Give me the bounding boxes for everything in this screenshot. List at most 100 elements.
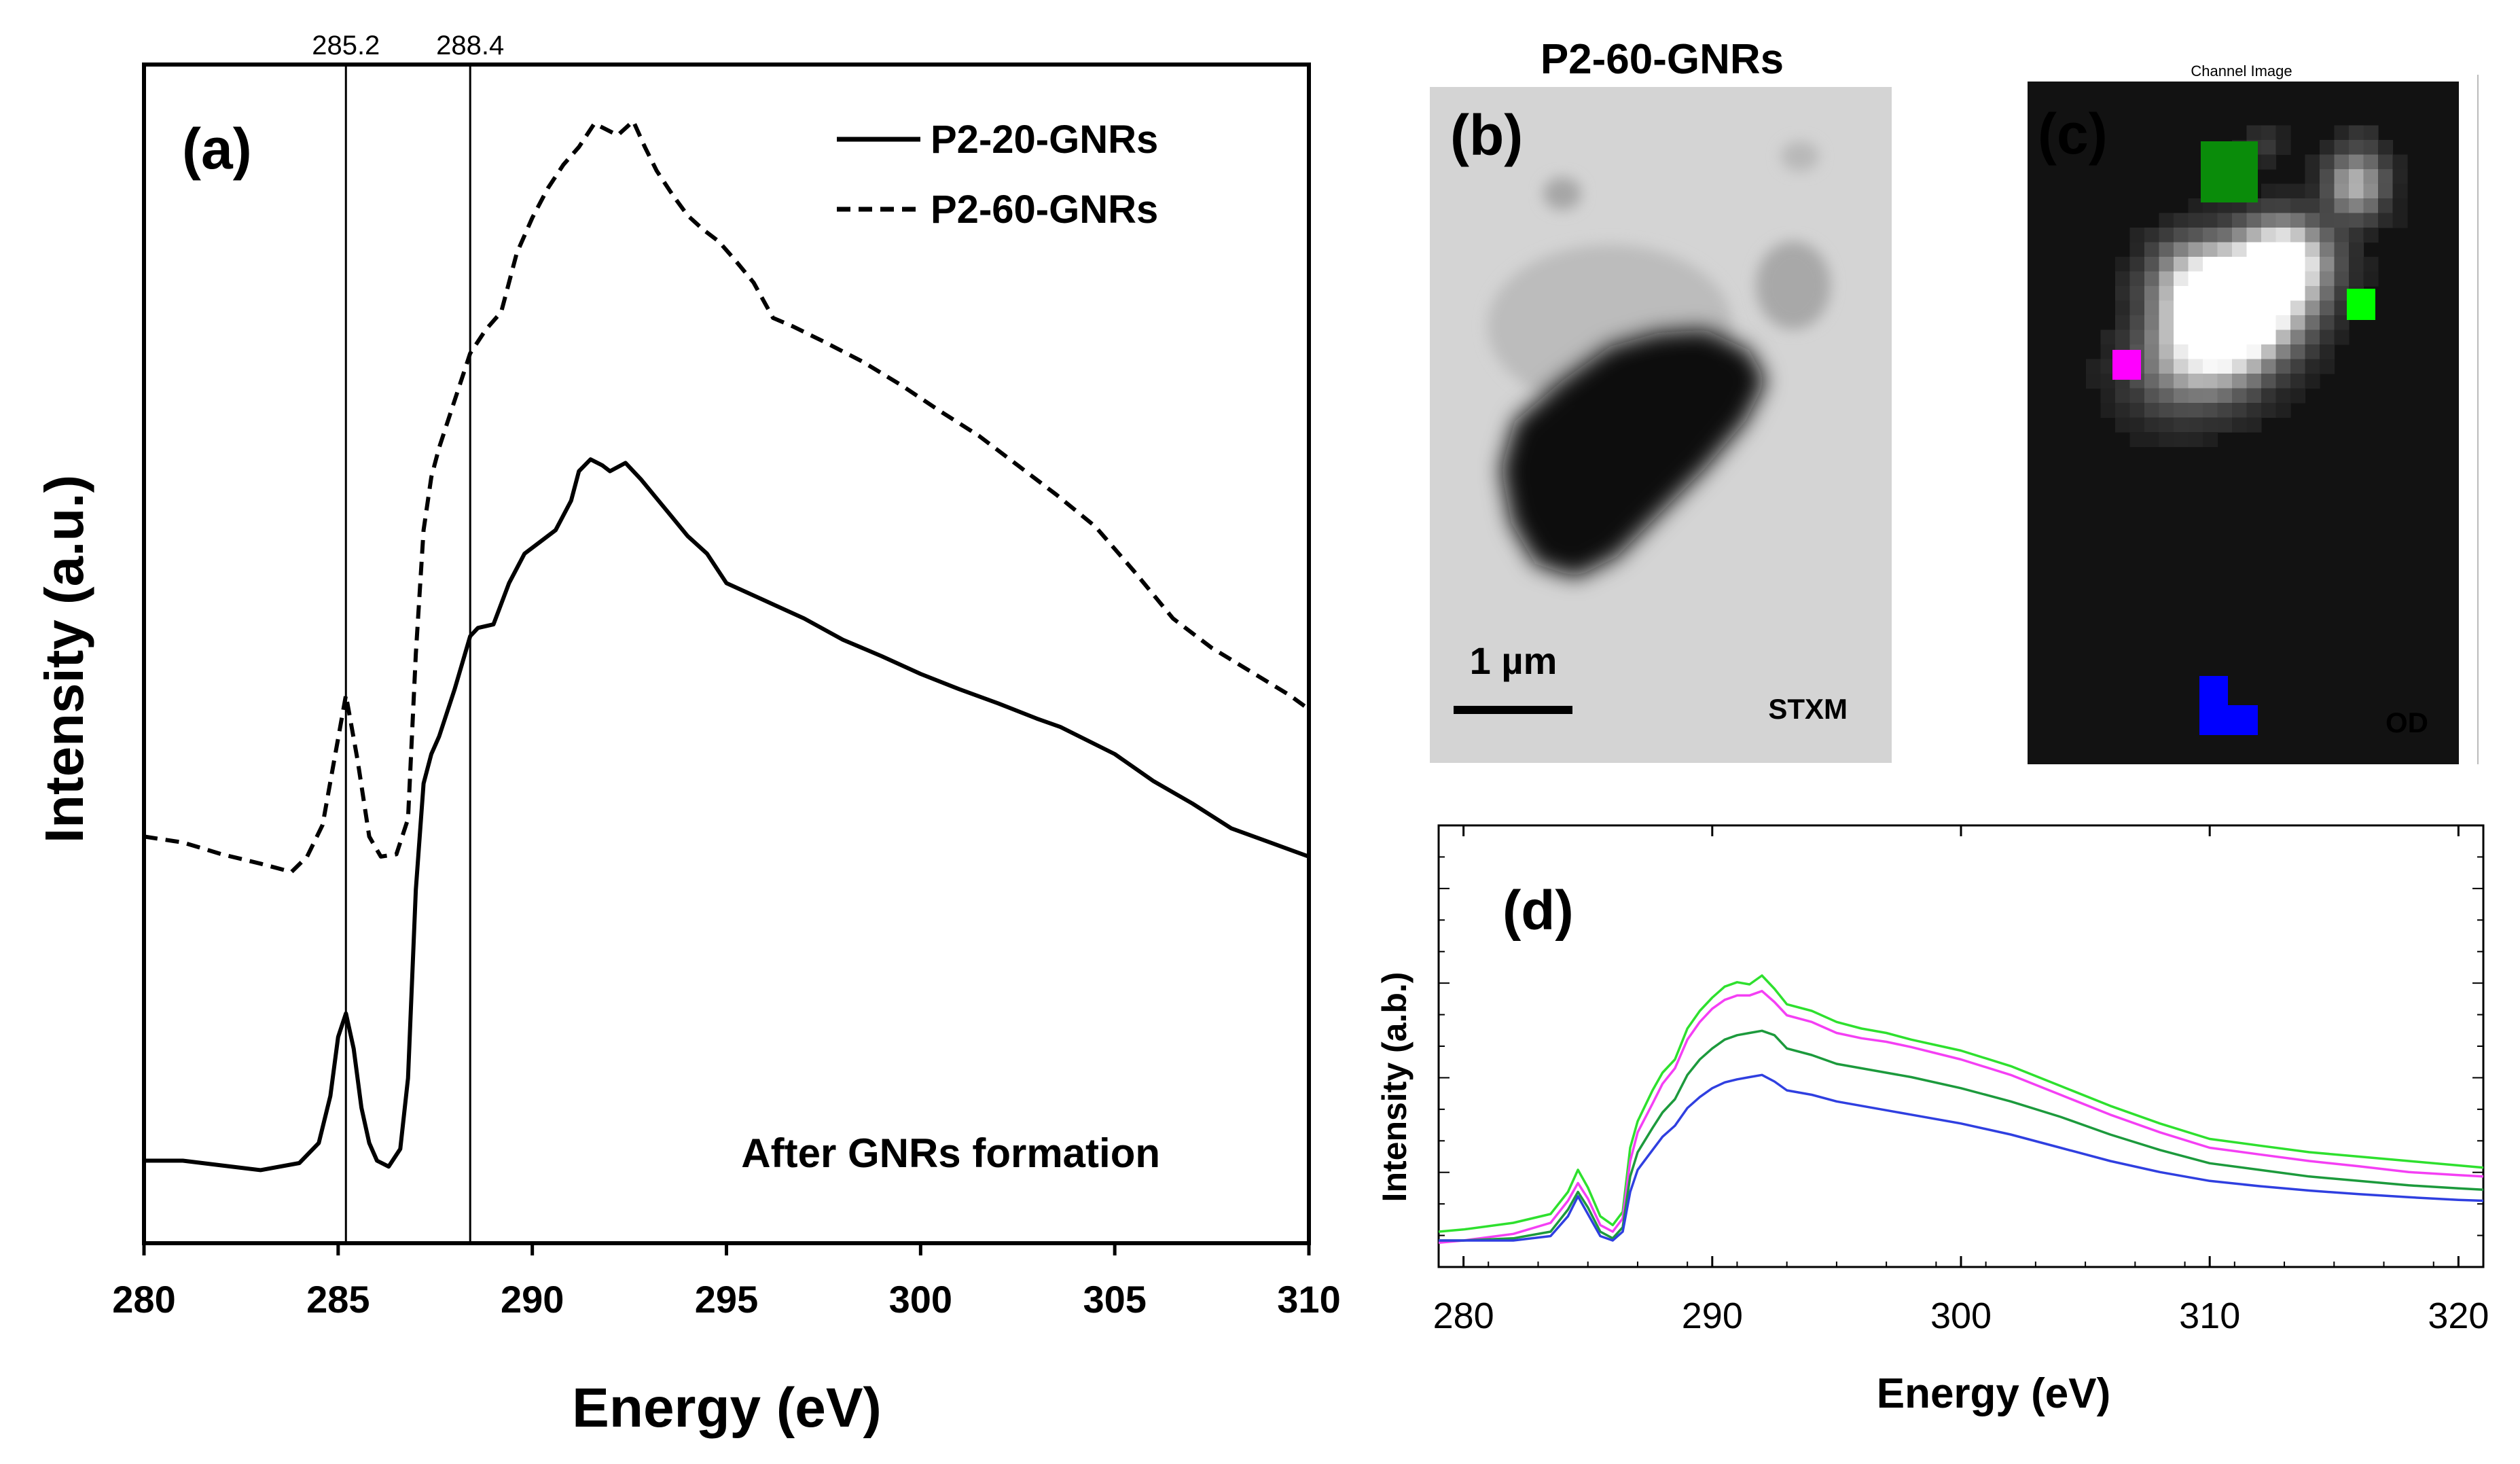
od-pixel — [2290, 344, 2306, 360]
od-pixel — [2217, 242, 2233, 257]
od-pixel — [2217, 374, 2233, 389]
od-pixel — [2129, 300, 2145, 316]
od-pixel — [2305, 257, 2320, 272]
od-pixel — [2129, 315, 2145, 331]
od-pixel — [2290, 183, 2306, 199]
od-pixel — [2275, 140, 2291, 156]
od-pixel — [2159, 286, 2174, 302]
od-pixel — [2261, 198, 2277, 214]
stxm-particle-top — [1543, 177, 1581, 210]
od-pixel — [2129, 257, 2145, 272]
panel-d-x-tick-label-290: 290 — [1682, 1296, 1743, 1336]
roi-blue-marker — [2199, 676, 2258, 735]
panel-a-x-tick-label-295: 295 — [695, 1278, 758, 1321]
od-pixel — [2334, 257, 2350, 272]
od-pixel — [2115, 271, 2131, 287]
od-pixel — [2290, 198, 2306, 214]
od-pixel — [2392, 183, 2408, 199]
od-pixel — [2392, 154, 2408, 170]
legend: P2-20-GNRs P2-60-GNRs — [837, 118, 1158, 232]
od-pixel — [2290, 315, 2306, 331]
od-pixel — [2320, 242, 2335, 257]
panel-d-x-tick-label-280: 280 — [1433, 1296, 1494, 1336]
od-pixel — [2275, 257, 2291, 272]
od-pixel — [2275, 242, 2291, 257]
od-pixel — [2159, 300, 2174, 316]
od-pixel — [2188, 403, 2203, 418]
od-pixel — [2320, 257, 2335, 272]
od-pixel — [2392, 169, 2408, 185]
od-pixel — [2188, 271, 2203, 287]
od-pixel — [2232, 329, 2248, 345]
od-pixel — [2217, 388, 2233, 404]
od-pixel — [2320, 286, 2335, 302]
od-pixel — [2129, 432, 2145, 448]
od-pixel — [2246, 388, 2262, 404]
od-pixel — [2290, 359, 2306, 374]
od-pixel — [2305, 329, 2320, 345]
od-pixel — [2217, 257, 2233, 272]
od-pixel — [2334, 271, 2350, 287]
od-pixel — [2115, 417, 2131, 433]
od-pixel — [2159, 388, 2174, 404]
od-pixel — [2275, 329, 2291, 345]
od-pixel — [2203, 271, 2218, 287]
od-pixel — [2275, 271, 2291, 287]
od-pixel — [2246, 329, 2262, 345]
od-pixel — [2159, 213, 2174, 228]
od-pixel — [2203, 403, 2218, 418]
od-pixel — [2144, 257, 2160, 272]
panel-d-series — [1438, 974, 2484, 1245]
od-pixel — [2115, 300, 2131, 316]
od-pixel — [2305, 344, 2320, 360]
od-pixel — [2334, 154, 2350, 170]
od-pixel-grid — [2086, 125, 2408, 448]
od-pixel — [2320, 228, 2335, 243]
panel-a-series — [143, 119, 1310, 1173]
od-pixel — [2261, 183, 2277, 199]
od-pixel — [2188, 417, 2203, 433]
od-pixel — [2217, 417, 2233, 433]
od-pixel — [2320, 140, 2335, 156]
od-pixel — [2188, 344, 2203, 360]
panel-a-label: (a) — [182, 117, 252, 181]
od-mode-label: OD — [2386, 707, 2428, 738]
od-pixel — [2246, 228, 2262, 243]
od-pixel — [2290, 374, 2306, 389]
od-pixel — [2232, 257, 2248, 272]
panel-d-x-ticks: 280 290 300 310 320 — [1433, 825, 2489, 1336]
od-pixel — [2320, 169, 2335, 185]
od-pixel — [2363, 228, 2379, 243]
od-pixel — [2320, 344, 2335, 360]
od-pixel — [2159, 403, 2174, 418]
od-pixel — [2363, 257, 2379, 272]
od-pixel — [2188, 228, 2203, 243]
od-pixel — [2232, 213, 2248, 228]
od-pixel — [2246, 417, 2262, 433]
od-pixel — [2363, 140, 2379, 156]
od-pixel — [2100, 359, 2116, 374]
od-pixel — [2217, 213, 2233, 228]
od-pixel — [2144, 271, 2160, 287]
od-pixel — [2232, 271, 2248, 287]
od-pixel — [2174, 257, 2189, 272]
od-pixel — [2115, 388, 2131, 404]
od-pixel — [2320, 315, 2335, 331]
panel-d-y-axis-label: Intensity (a.b.) — [1375, 972, 1414, 1202]
od-pixel — [2290, 329, 2306, 345]
panel-a: 285.2 288.4 280 285 290 295 300 305 310 (a) P2… — [34, 31, 1341, 1439]
od-pixel — [2261, 242, 2277, 257]
series-line-bright-green — [1438, 974, 2484, 1233]
od-pixel — [2334, 315, 2350, 331]
od-pixel — [2188, 359, 2203, 374]
panel-a-x-tick-label-290: 290 — [501, 1278, 564, 1321]
od-pixel — [2305, 359, 2320, 374]
od-pixel — [2275, 359, 2291, 374]
od-pixel — [2320, 359, 2335, 374]
od-pixel — [2188, 213, 2203, 228]
od-pixel — [2363, 198, 2379, 214]
od-pixel — [2174, 286, 2189, 302]
panel-d-label: (d) — [1502, 880, 1574, 942]
od-pixel — [2246, 374, 2262, 389]
panel-a-y-axis-label: Intensity (a.u.) — [34, 475, 94, 843]
